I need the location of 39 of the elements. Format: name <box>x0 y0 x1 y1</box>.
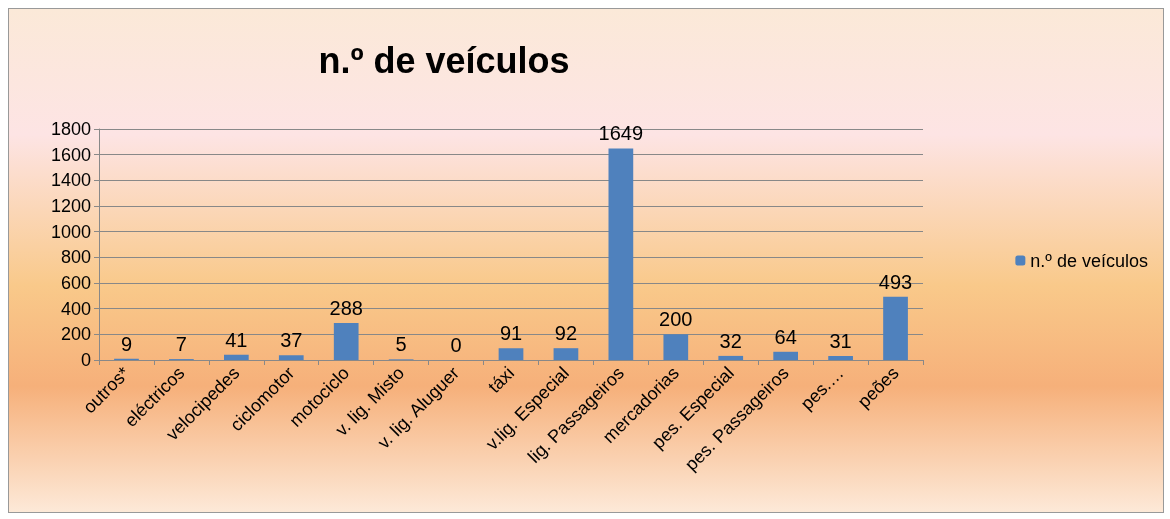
data-label: 31 <box>829 330 852 353</box>
chart-title: n.º de veículos <box>318 39 570 81</box>
legend-label: n.º de veículos <box>1030 250 1149 271</box>
data-label: 288 <box>329 297 363 320</box>
data-label: 32 <box>719 329 742 352</box>
x-tick-label: táxi <box>484 362 519 397</box>
y-tick-label: 1200 <box>50 196 91 216</box>
bar <box>608 148 634 360</box>
bar <box>498 348 524 360</box>
data-label: 9 <box>120 332 133 355</box>
bar <box>553 348 579 360</box>
bar <box>883 296 908 360</box>
data-label: 5 <box>395 333 407 356</box>
data-label: 200 <box>659 308 693 331</box>
data-label: 493 <box>878 270 913 293</box>
data-label: 92 <box>554 322 578 345</box>
bar <box>333 323 359 360</box>
bar <box>663 334 689 360</box>
data-label: 7 <box>175 333 187 356</box>
data-label: 64 <box>774 325 797 348</box>
data-label: 0 <box>450 334 462 356</box>
y-tick-label: 200 <box>60 324 91 345</box>
data-label: 37 <box>280 329 303 352</box>
data-label: 41 <box>225 328 248 351</box>
y-tick-label: 400 <box>60 298 91 319</box>
y-tick-label: 1600 <box>50 144 91 165</box>
bar <box>828 356 853 360</box>
y-tick-label: 600 <box>60 273 91 293</box>
data-label: 91 <box>499 322 523 345</box>
bar <box>773 351 799 360</box>
y-tick-label: 1400 <box>50 170 91 191</box>
y-tick-label: 800 <box>60 247 91 268</box>
data-label: 1649 <box>598 122 644 145</box>
bar <box>718 355 744 360</box>
bar <box>223 354 249 360</box>
y-tick-label: 1000 <box>50 221 91 242</box>
bar <box>278 355 304 360</box>
y-tick-label: 1800 <box>50 119 91 139</box>
y-tick-label: 0 <box>80 350 91 370</box>
